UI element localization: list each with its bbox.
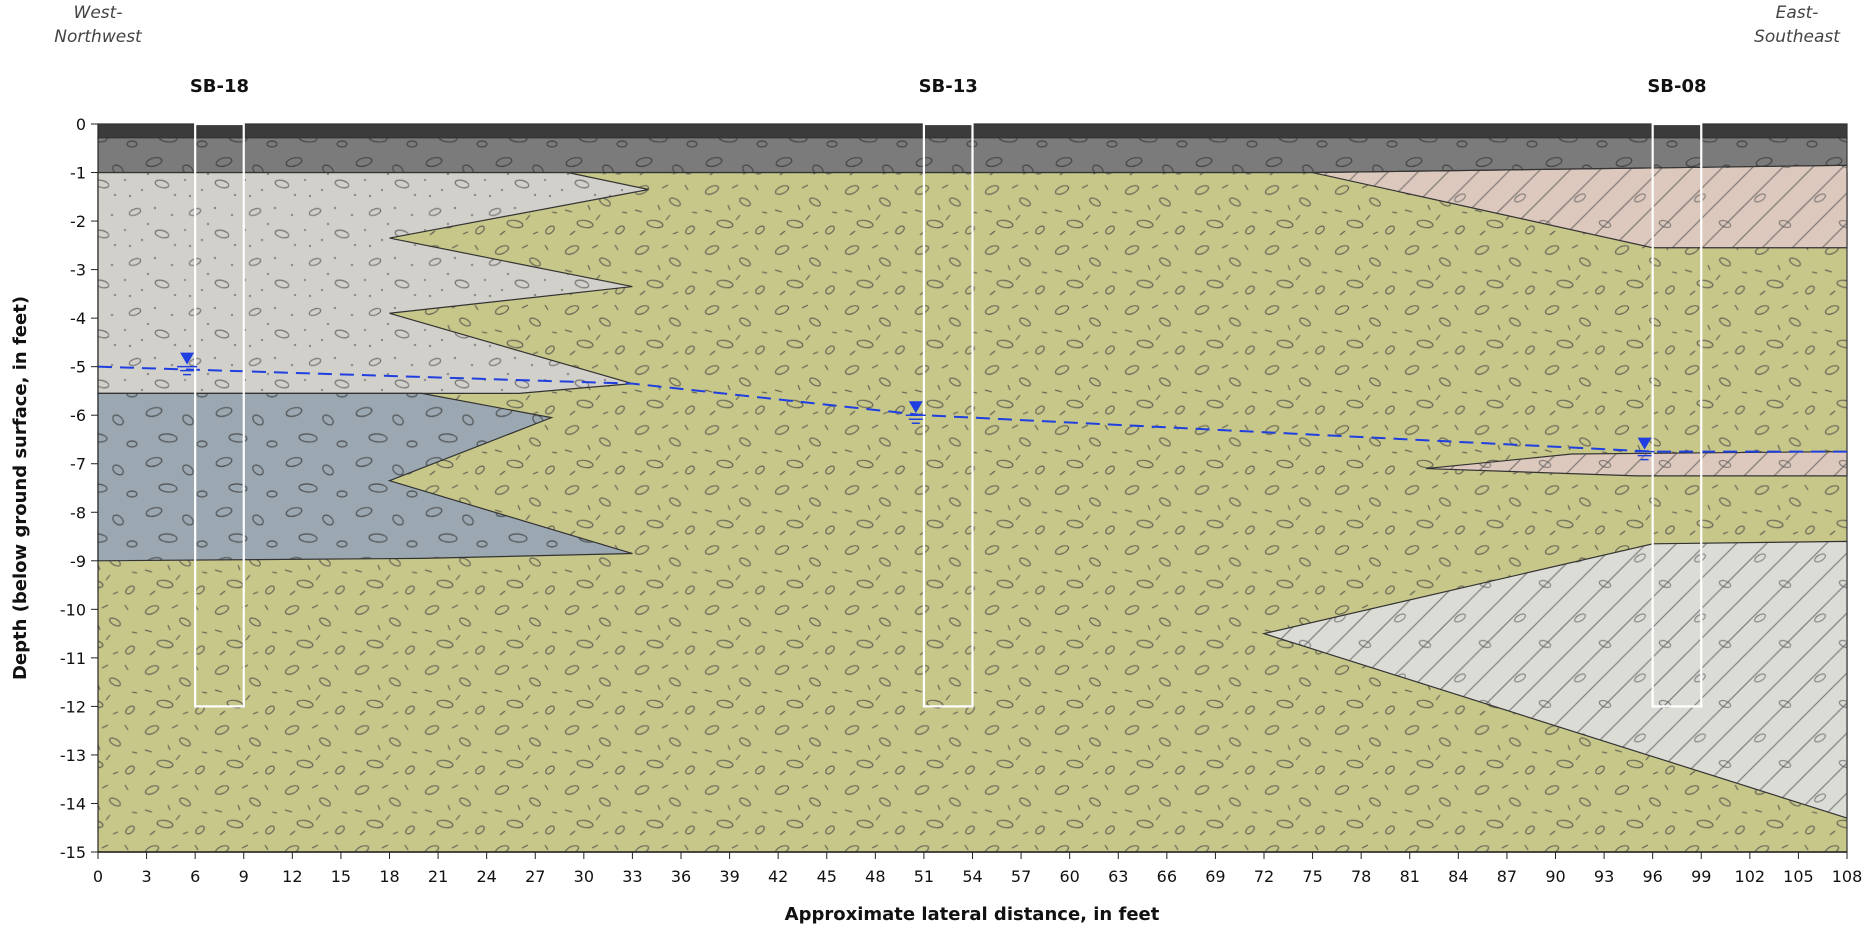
x-tick-label: 93 bbox=[1594, 867, 1614, 886]
direction-label: East- bbox=[1776, 3, 1819, 23]
x-tick-label: 18 bbox=[379, 867, 399, 886]
y-tick-label: -3 bbox=[70, 261, 86, 280]
direction-label: Northwest bbox=[54, 27, 143, 47]
x-tick-label: 63 bbox=[1108, 867, 1128, 886]
y-tick-label: -2 bbox=[70, 212, 86, 231]
x-tick-label: 84 bbox=[1448, 867, 1468, 886]
x-tick-label: 33 bbox=[622, 867, 642, 886]
x-tick-label: 108 bbox=[1832, 867, 1863, 886]
x-tick-label: 54 bbox=[962, 867, 982, 886]
x-tick-label: 42 bbox=[768, 867, 788, 886]
y-tick-label: -7 bbox=[70, 455, 86, 474]
x-tick-label: 81 bbox=[1400, 867, 1420, 886]
x-tick-label: 45 bbox=[817, 867, 837, 886]
x-tick-label: 69 bbox=[1205, 867, 1225, 886]
y-tick-label: -6 bbox=[70, 406, 86, 425]
y-tick-label: -14 bbox=[60, 794, 86, 813]
y-tick-label: 0 bbox=[76, 115, 86, 134]
y-tick-label: -4 bbox=[70, 309, 86, 328]
y-axis-title: Depth (below ground surface, in feet) bbox=[10, 296, 31, 680]
x-tick-label: 102 bbox=[1735, 867, 1766, 886]
borehole-label: SB-18 bbox=[190, 76, 249, 97]
direction-left: West- Northwest bbox=[54, 3, 143, 47]
x-tick-label: 39 bbox=[719, 867, 739, 886]
y-tick-label: -8 bbox=[70, 503, 86, 522]
x-tick-label: 21 bbox=[428, 867, 448, 886]
x-tick-label: 36 bbox=[671, 867, 691, 886]
direction-right: East- Southeast bbox=[1754, 3, 1841, 47]
x-tick-label: 60 bbox=[1059, 867, 1079, 886]
y-tick-label: -10 bbox=[60, 600, 86, 619]
x-tick-label: 90 bbox=[1545, 867, 1565, 886]
borehole-label: SB-13 bbox=[919, 76, 978, 97]
x-tick-label: 6 bbox=[190, 867, 200, 886]
x-axis-title: Approximate lateral distance, in feet bbox=[785, 904, 1160, 925]
x-tick-label: 15 bbox=[331, 867, 351, 886]
x-tick-label: 30 bbox=[574, 867, 594, 886]
x-tick-label: 75 bbox=[1302, 867, 1322, 886]
x-tick-label: 12 bbox=[282, 867, 302, 886]
y-tick-label: -11 bbox=[60, 649, 86, 668]
direction-label: Southeast bbox=[1754, 27, 1841, 47]
x-tick-label: 51 bbox=[914, 867, 934, 886]
x-tick-label: 72 bbox=[1254, 867, 1274, 886]
y-tick-label: -13 bbox=[60, 746, 86, 765]
x-tick-label: 24 bbox=[476, 867, 496, 886]
x-tick-label: 57 bbox=[1011, 867, 1031, 886]
x-tick-label: 3 bbox=[141, 867, 151, 886]
x-tick-label: 9 bbox=[239, 867, 249, 886]
y-tick-label: -5 bbox=[70, 358, 86, 377]
x-tick-label: 96 bbox=[1642, 867, 1662, 886]
borehole-label: SB-08 bbox=[1647, 76, 1706, 97]
x-tick-label: 78 bbox=[1351, 867, 1371, 886]
x-tick-label: 66 bbox=[1157, 867, 1177, 886]
y-tick-label: -12 bbox=[60, 697, 86, 716]
chart: West- Northwest East- Southeast Approxim… bbox=[0, 0, 1870, 930]
x-tick-label: 87 bbox=[1497, 867, 1517, 886]
x-tick-label: 48 bbox=[865, 867, 885, 886]
y-tick-label: -1 bbox=[70, 164, 86, 183]
x-tick-label: 0 bbox=[93, 867, 103, 886]
direction-label: West- bbox=[74, 3, 123, 23]
x-tick-label: 99 bbox=[1691, 867, 1711, 886]
y-tick-label: -9 bbox=[70, 552, 86, 571]
x-tick-label: 27 bbox=[525, 867, 545, 886]
y-tick-label: -15 bbox=[60, 843, 86, 862]
x-tick-label: 105 bbox=[1783, 867, 1814, 886]
